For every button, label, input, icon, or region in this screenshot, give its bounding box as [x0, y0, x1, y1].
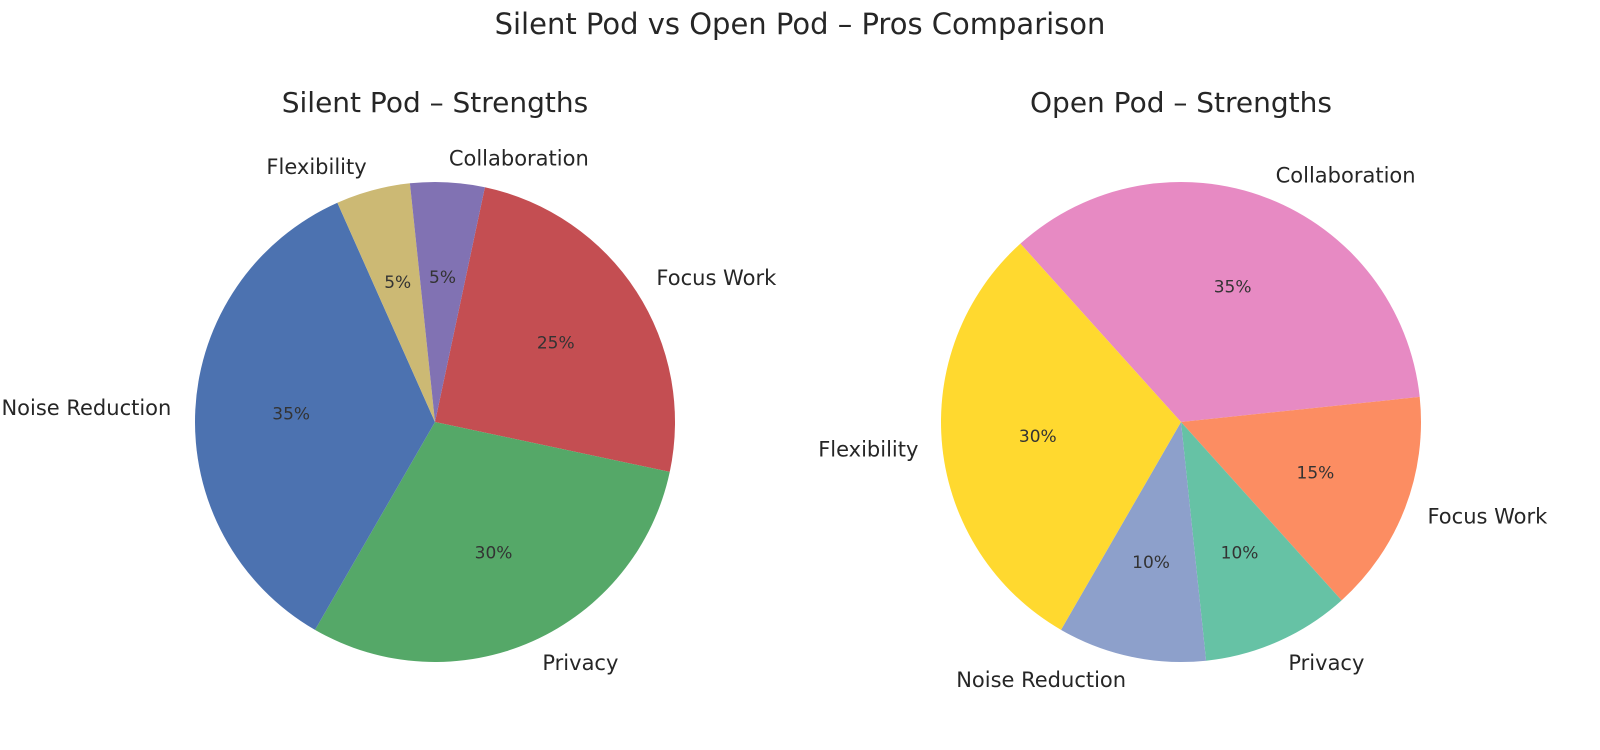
open-pod-pct-label-noise-reduction: 10% — [1132, 553, 1170, 573]
open-pod-slice-flexibility — [941, 243, 1181, 630]
open-pod-title: Open Pod – Strengths — [1030, 86, 1332, 119]
silent-pod-label-noise-reduction: Noise Reduction — [1, 396, 171, 420]
open-pod-pct-label-focus-work: 15% — [1297, 464, 1335, 484]
open-pod-slice-collaboration — [1020, 182, 1420, 422]
silent-pod-label-privacy: Privacy — [542, 651, 618, 675]
silent-pod-pct-label-focus-work: 25% — [537, 334, 575, 354]
silent-pod-slice-noise-reduction — [194, 202, 435, 630]
silent-pod-pct-label-flexibility: 5% — [384, 273, 411, 293]
open-pod-label-collaboration: Collaboration — [1276, 164, 1416, 188]
silent-pod-label-flexibility: Flexibility — [266, 155, 366, 179]
open-pod-pie: Open Pod – Strengths 35% Collaboration 15%… — [818, 86, 1548, 692]
open-pod-pct-label-privacy: 10% — [1221, 544, 1259, 564]
silent-pod-slice-flexibility — [337, 183, 435, 422]
silent-pod-slice-collaboration — [409, 181, 485, 422]
open-pod-slice-privacy — [1181, 422, 1342, 661]
open-pod-label-noise-reduction: Noise Reduction — [956, 668, 1126, 692]
figure-title: Silent Pod vs Open Pod – Pros Comparison — [494, 7, 1106, 41]
silent-pod-pie: Silent Pod – Strengths 25% Focus Work 30% P… — [1, 86, 777, 675]
silent-pod-pct-label-noise-reduction: 35% — [272, 404, 310, 424]
silent-pod-slice-focus-work — [435, 187, 676, 472]
open-pod-slice-noise-reduction — [1061, 422, 1207, 663]
silent-pod-label-focus-work: Focus Work — [656, 266, 777, 290]
open-pod-slice-focus-work — [1181, 396, 1422, 601]
silent-pod-title: Silent Pod – Strengths — [282, 86, 588, 119]
silent-pod-pct-label-privacy: 30% — [475, 544, 513, 564]
silent-pod-label-collaboration: Collaboration — [449, 146, 589, 170]
open-pod-pct-label-collaboration: 35% — [1214, 278, 1252, 298]
silent-pod-pct-label-collaboration: 5% — [429, 268, 456, 288]
silent-pod-slice-privacy — [315, 422, 670, 663]
open-pod-label-focus-work: Focus Work — [1427, 505, 1548, 529]
open-pod-label-privacy: Privacy — [1288, 651, 1364, 675]
open-pod-label-flexibility: Flexibility — [818, 438, 918, 462]
open-pod-pct-label-flexibility: 30% — [1019, 427, 1057, 447]
